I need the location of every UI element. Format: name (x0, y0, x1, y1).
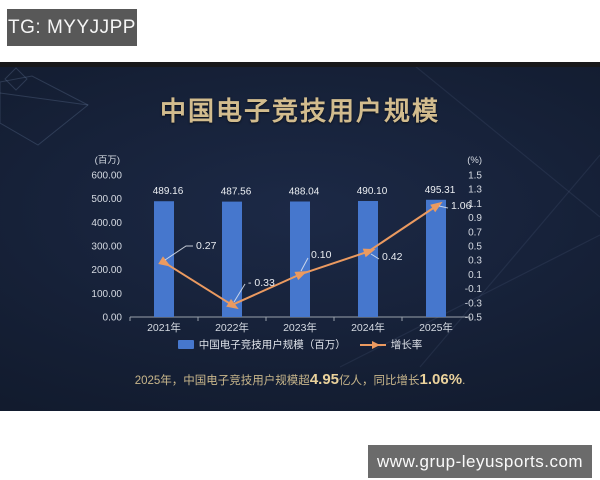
line-point-arrow-marker (226, 298, 239, 310)
line-label-leader (164, 245, 193, 261)
note-part2: 亿人，同比增长 (339, 375, 420, 387)
line-label-leader (370, 253, 380, 260)
right-axis-tick-label: -0.1 (465, 284, 483, 295)
bar (290, 201, 310, 317)
legend-item-users: 中国电子竞技用户规模（百万） (177, 337, 346, 352)
bar-value-label: 489.16 (153, 186, 184, 197)
left-axis-tick-label: 100.00 (91, 289, 122, 300)
summary-note: 2025年，中国电子竞技用户规模超4.95亿人，同比增长1.06%. (0, 371, 600, 388)
site-watermark: www.grup-leyusports.com (368, 445, 592, 478)
chart-legend: 中国电子竞技用户规模（百万） 增长率 (0, 337, 600, 352)
right-axis-tick-label: 0.7 (468, 227, 482, 238)
legend-label-users: 中国电子竞技用户规模（百万） (198, 339, 346, 351)
x-axis-category-label: 2023年 (283, 321, 317, 334)
line-value-label: 0.42 (382, 251, 403, 263)
x-axis-category-label: 2021年 (147, 321, 181, 334)
left-axis-tick-label: 300.00 (91, 242, 122, 253)
growth-line-icon (359, 340, 386, 349)
note-part1: 2025年，中国电子竞技用户规模超 (134, 375, 310, 387)
site-watermark-text: www.grup-leyusports.com (376, 451, 584, 471)
line-point-arrow-marker (294, 271, 308, 281)
legend-label-growth: 增长率 (390, 339, 423, 351)
deco-line-right-1 (415, 67, 600, 218)
right-axis-tick-label: 0.9 (468, 213, 482, 224)
chart-title: 中国电子竞技用户规模 (159, 96, 440, 126)
right-axis-tick-label: -0.5 (465, 313, 483, 324)
line-point-arrow-marker (430, 201, 443, 213)
note-part3: . (462, 375, 466, 387)
line-point-arrow-marker (158, 256, 171, 267)
line-value-label: 1.06 (451, 200, 472, 212)
bar-value-label: 488.04 (289, 186, 320, 197)
x-axis-category-label: 2024年 (351, 321, 385, 334)
x-axis-category-label: 2025年 (419, 321, 453, 334)
left-axis-tick-label: 500.00 (91, 194, 122, 205)
right-axis-tick-label: 0.1 (468, 270, 482, 281)
left-axis-tick-label: 0.00 (103, 313, 123, 324)
right-axis-tick-label: 1.5 (468, 171, 482, 182)
x-axis-category-label: 2022年 (215, 321, 249, 334)
note-value-users: 4.95 (309, 371, 340, 388)
left-axis-tick-label: 600.00 (91, 171, 122, 182)
bar-value-label: 495.31 (425, 185, 456, 196)
chart-panel: (百万) (%) 600.00 500.00 400.00 300.00 200.00 100… (0, 62, 600, 411)
left-axis-unit-label: (百万) (95, 155, 120, 166)
right-axis-tick-label: -0.3 (465, 298, 483, 309)
note-value-growth: 1.06% (419, 371, 463, 388)
tg-watermark: TG: MYYJJPP (7, 9, 137, 46)
line-point-arrow-marker (362, 248, 376, 258)
bar (222, 201, 242, 317)
line-label-leader (300, 257, 309, 272)
chart-svg: (百万) (%) 600.00 500.00 400.00 300.00 200.00 100… (0, 67, 600, 368)
left-axis-tick-label: 200.00 (91, 265, 122, 276)
right-axis-tick-label: 0.3 (468, 256, 482, 267)
bar (358, 201, 378, 317)
line-label-leader (233, 283, 246, 303)
line-value-label: 0.10 (311, 249, 332, 261)
tg-watermark-text: TG: MYYJJPP (8, 16, 136, 38)
left-axis-tick-label: 400.00 (91, 218, 122, 229)
right-axis-tick-label: 0.5 (468, 242, 482, 253)
deco-diamond-small (4, 67, 28, 91)
bar (426, 199, 446, 317)
deco-wireframe-polygon (0, 75, 89, 146)
bar-series-swatch-icon (177, 340, 194, 349)
bar-value-label: 487.56 (221, 187, 252, 198)
line-value-label: - 0.33 (248, 277, 275, 289)
legend-item-growth: 增长率 (359, 337, 423, 352)
bar-value-label: 490.10 (357, 186, 388, 197)
right-axis-tick-label: 1.1 (468, 199, 482, 210)
right-axis-unit-label: (%) (467, 155, 482, 166)
right-axis-tick-label: 1.3 (468, 185, 482, 196)
deco-line-right-2 (419, 154, 600, 368)
line-value-label: 0.27 (196, 240, 217, 252)
line-label-leader (438, 205, 449, 209)
deco-wireframe-edge (0, 92, 89, 106)
